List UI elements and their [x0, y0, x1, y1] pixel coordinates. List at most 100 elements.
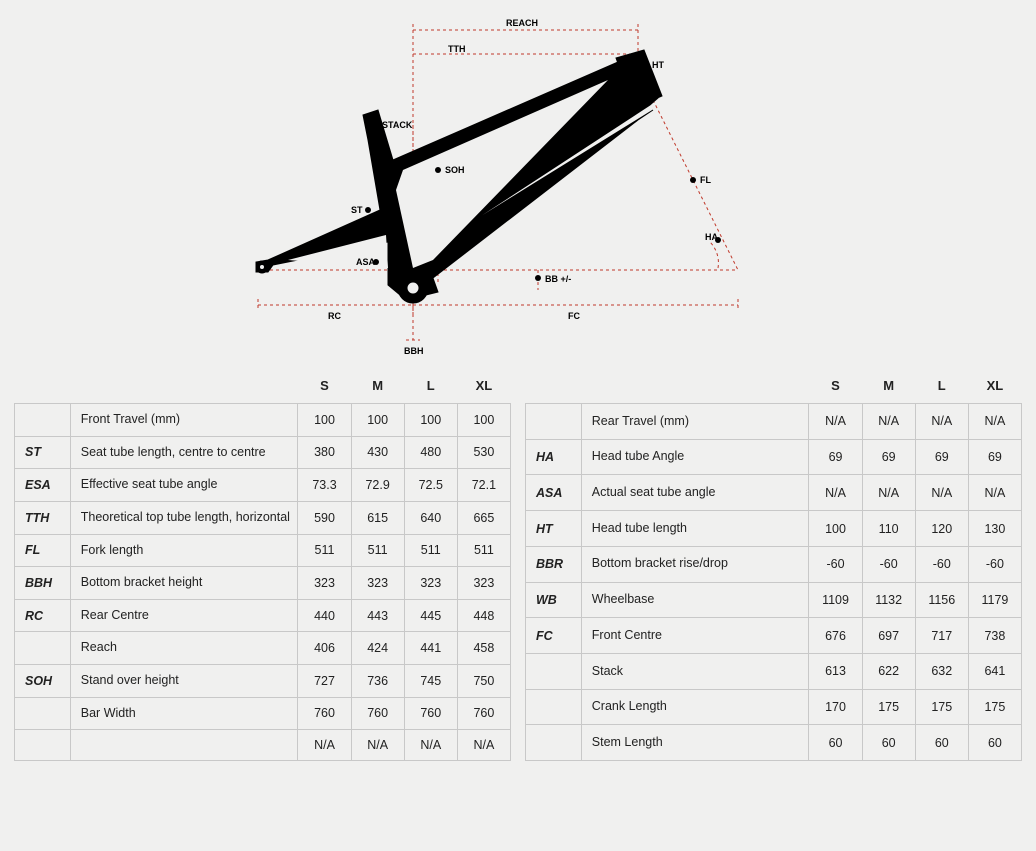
- table-row: FLFork length511511511511: [15, 534, 511, 567]
- measurement-value: 760: [404, 697, 457, 730]
- measurement-value: 430: [351, 436, 404, 469]
- table-row: Stack613622632641: [526, 654, 1022, 690]
- measurement-value: 100: [457, 404, 510, 437]
- measurement-label: Crank Length: [581, 689, 809, 725]
- measurement-value: 613: [809, 654, 862, 690]
- measurement-label: Bottom bracket rise/drop: [581, 546, 809, 582]
- measurement-value: 100: [351, 404, 404, 437]
- size-header: XL: [457, 370, 510, 404]
- measurement-value: 511: [351, 534, 404, 567]
- size-header: XL: [968, 370, 1021, 404]
- measurement-value: 1156: [915, 582, 968, 618]
- measurement-value: 511: [457, 534, 510, 567]
- measurement-code: WB: [526, 582, 582, 618]
- table-row: HAHead tube Angle69696969: [526, 439, 1022, 475]
- measurement-value: 175: [862, 689, 915, 725]
- table-row: BBHBottom bracket height323323323323: [15, 567, 511, 600]
- measurement-code: FL: [15, 534, 71, 567]
- measurement-value: 130: [968, 511, 1021, 547]
- measurement-value: 738: [968, 618, 1021, 654]
- measurement-value: 60: [968, 725, 1021, 761]
- measurement-value: 441: [404, 632, 457, 665]
- measurement-code: [526, 725, 582, 761]
- measurement-label: Fork length: [70, 534, 298, 567]
- tth-label: TTH: [448, 44, 466, 54]
- table-row: ESAEffective seat tube angle73.372.972.5…: [15, 469, 511, 502]
- measurement-value: N/A: [404, 730, 457, 761]
- measurement-value: 590: [298, 501, 351, 534]
- measurement-code: [526, 404, 582, 440]
- measurement-value: 750: [457, 665, 510, 698]
- fc-label: FC: [568, 311, 580, 321]
- table-row: FCFront Centre676697717738: [526, 618, 1022, 654]
- measurement-value: 72.1: [457, 469, 510, 502]
- rc-label: RC: [328, 311, 341, 321]
- table-row: WBWheelbase1109113211561179: [526, 582, 1022, 618]
- measurement-value: 69: [862, 439, 915, 475]
- st-label: ST: [351, 205, 363, 215]
- measurement-value: 480: [404, 436, 457, 469]
- measurement-code: HA: [526, 439, 582, 475]
- size-header: L: [915, 370, 968, 404]
- measurement-code: RC: [15, 599, 71, 632]
- measurement-value: 745: [404, 665, 457, 698]
- measurement-value: N/A: [915, 404, 968, 440]
- measurement-value: 73.3: [298, 469, 351, 502]
- measurement-label: Theoretical top tube length, horizontal: [70, 501, 298, 534]
- table-row: Stem Length60606060: [526, 725, 1022, 761]
- measurement-value: 323: [351, 567, 404, 600]
- measurement-code: ESA: [15, 469, 71, 502]
- measurement-code: SOH: [15, 665, 71, 698]
- measurement-value: 1179: [968, 582, 1021, 618]
- measurement-value: N/A: [809, 404, 862, 440]
- measurement-value: 60: [809, 725, 862, 761]
- measurement-value: 632: [915, 654, 968, 690]
- measurement-value: -60: [915, 546, 968, 582]
- measurement-label: Head tube Angle: [581, 439, 809, 475]
- measurement-code: FC: [526, 618, 582, 654]
- measurement-value: N/A: [809, 475, 862, 511]
- measurement-value: 72.5: [404, 469, 457, 502]
- table-row: SOHStand over height727736745750: [15, 665, 511, 698]
- measurement-code: BBR: [526, 546, 582, 582]
- measurement-label: Head tube length: [581, 511, 809, 547]
- measurement-value: 640: [404, 501, 457, 534]
- table-row: ASAActual seat tube angleN/AN/AN/AN/A: [526, 475, 1022, 511]
- table-row: STSeat tube length, centre to centre3804…: [15, 436, 511, 469]
- reach-label: REACH: [506, 18, 538, 28]
- measurement-value: -60: [809, 546, 862, 582]
- measurement-code: ASA: [526, 475, 582, 511]
- measurement-value: N/A: [915, 475, 968, 511]
- measurement-value: 323: [404, 567, 457, 600]
- measurement-value: 100: [298, 404, 351, 437]
- measurement-label: Rear Travel (mm): [581, 404, 809, 440]
- measurement-value: -60: [862, 546, 915, 582]
- table-row: Crank Length170175175175: [526, 689, 1022, 725]
- measurement-value: 323: [298, 567, 351, 600]
- fl-label: FL: [700, 175, 711, 185]
- measurement-code: [526, 689, 582, 725]
- measurement-label: Actual seat tube angle: [581, 475, 809, 511]
- geometry-diagram: REACH TTH HT STACK SOH ST FL ASA HA BB +…: [0, 0, 1036, 370]
- measurement-value: 530: [457, 436, 510, 469]
- measurement-value: 69: [968, 439, 1021, 475]
- ha-label: HA: [705, 232, 718, 242]
- measurement-value: 110: [862, 511, 915, 547]
- measurement-code: [15, 730, 71, 761]
- measurement-code: [15, 404, 71, 437]
- table-row: N/AN/AN/AN/A: [15, 730, 511, 761]
- measurement-value: 443: [351, 599, 404, 632]
- measurement-value: 69: [915, 439, 968, 475]
- measurement-value: 622: [862, 654, 915, 690]
- measurement-value: 760: [351, 697, 404, 730]
- measurement-code: [15, 632, 71, 665]
- size-header: M: [862, 370, 915, 404]
- measurement-value: 736: [351, 665, 404, 698]
- measurement-value: 60: [862, 725, 915, 761]
- bike-frame-diagram: REACH TTH HT STACK SOH ST FL ASA HA BB +…: [238, 10, 798, 360]
- measurement-label: Bottom bracket height: [70, 567, 298, 600]
- measurement-label: Effective seat tube angle: [70, 469, 298, 502]
- measurement-value: 445: [404, 599, 457, 632]
- measurement-value: 641: [968, 654, 1021, 690]
- table-row: Bar Width760760760760: [15, 697, 511, 730]
